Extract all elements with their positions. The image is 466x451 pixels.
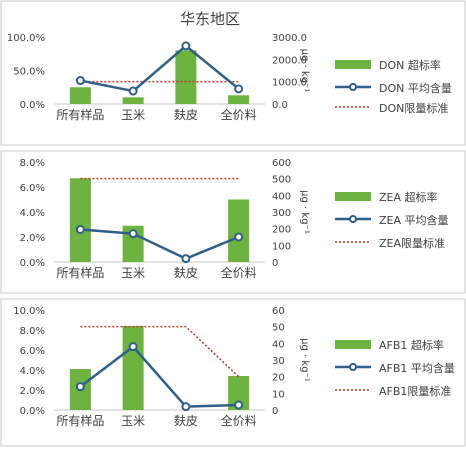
y-left-tick-label: 0.0% <box>20 100 45 111</box>
y-left-tick-label: 8.0% <box>20 158 45 169</box>
panel-border <box>0 0 466 146</box>
y-right-tick-label: 400 <box>272 191 291 202</box>
y-right-axis-label: μg · kg⁻¹ <box>299 190 310 234</box>
y-left-tick-label: 50.0% <box>13 67 45 78</box>
bar-4 <box>228 376 250 410</box>
average-point-2 <box>128 342 138 352</box>
bar-2 <box>122 97 144 104</box>
legend-line-label: ZEA 平均含量 <box>379 213 449 227</box>
y-right-tick-label: 100 <box>272 241 291 252</box>
average-point-4 <box>234 232 244 242</box>
average-point-1 <box>75 76 85 86</box>
y-right-tick-label: 2000.0 <box>272 55 307 66</box>
legend-bar-swatch <box>335 60 371 69</box>
x-tick-label: 麸皮 <box>174 266 198 280</box>
bar-1 <box>69 87 91 104</box>
y-right-tick-label: 300 <box>272 208 291 219</box>
legend-limit-label: DON限量标准 <box>379 101 448 115</box>
average-point-2 <box>128 86 138 96</box>
y-left-tick-label: 0.0% <box>20 406 45 417</box>
panel-border <box>0 150 466 294</box>
legend-limit-label: ZEA限量标准 <box>379 236 445 250</box>
y-right-tick-label: 40 <box>272 339 285 350</box>
y-left-tick-label: 2.0% <box>20 386 45 397</box>
y-right-tick-label: 500 <box>272 175 291 186</box>
y-left-tick-label: 0.0% <box>20 258 45 269</box>
chart-panel-2: 0.0% 2.0% 4.0% 6.0% 8.0% 0 100 200 300 400 500 600 μ… <box>0 150 466 294</box>
legend-line-marker <box>349 363 357 371</box>
y-right-tick-label: 3000.0 <box>272 33 307 44</box>
x-tick-label: 玉米 <box>121 108 145 122</box>
x-tick-label: 全价料 <box>221 265 257 280</box>
average-line <box>80 44 240 93</box>
y-right-tick-label: 10 <box>272 389 285 400</box>
y-left-tick-label: 4.0% <box>20 366 45 377</box>
legend-bar-swatch <box>335 340 371 349</box>
y-right-tick-label: 50 <box>272 323 285 334</box>
average-point-4 <box>234 400 244 410</box>
legend-line-marker <box>349 215 357 223</box>
average-line <box>79 344 239 408</box>
limit-line <box>80 325 240 378</box>
x-tick-label: 所有样品 <box>56 413 104 428</box>
y-right-tick-label: 200 <box>272 225 291 236</box>
legend-line-label: AFB1 平均含量 <box>379 361 455 375</box>
legend-line-marker <box>349 83 357 91</box>
y-right-axis-label: μg · kg⁻¹ <box>299 49 310 93</box>
average-point-3 <box>181 402 191 412</box>
bar-1 <box>69 178 91 262</box>
bar-4 <box>228 199 250 262</box>
legend-line-label: DON 平均含量 <box>379 81 452 95</box>
legend-bar-label: ZEA 超标率 <box>379 190 438 204</box>
average-point-3 <box>181 254 191 264</box>
average-line <box>80 228 240 261</box>
average-point-3 <box>181 41 191 51</box>
x-tick-label: 麸皮 <box>174 414 198 428</box>
legend-limit-label: AFB1限量标准 <box>379 384 451 398</box>
y-right-axis-label: μg · kg⁻¹ <box>299 338 310 382</box>
average-point-2 <box>128 229 138 239</box>
x-tick-label: 玉米 <box>121 414 145 428</box>
legend-bar-label: DON 超标率 <box>379 58 441 72</box>
x-tick-label: 玉米 <box>121 266 145 280</box>
bar-4 <box>228 95 250 104</box>
x-tick-label: 麸皮 <box>174 108 198 122</box>
legend-bar-label: AFB1 超标率 <box>379 338 444 352</box>
x-tick-label: 所有样品 <box>56 107 104 122</box>
bar-3 <box>175 50 197 104</box>
legend-bar-swatch <box>335 192 371 201</box>
average-point-1 <box>75 225 85 234</box>
y-right-tick-label: 0 <box>272 406 278 417</box>
y-right-tick-label: 20 <box>272 373 285 384</box>
y-left-tick-label: 4.0% <box>20 208 45 219</box>
y-right-tick-label: 30 <box>272 356 285 367</box>
y-left-tick-label: 10.0% <box>13 306 45 317</box>
x-tick-label: 全价料 <box>221 107 257 122</box>
chart-panel-3: 0.0% 2.0% 4.0% 6.0% 8.0% 10.0% 0 10 20 30 40 50 60 μg… <box>0 298 466 447</box>
y-right-tick-label: 1000.0 <box>272 78 307 89</box>
y-right-tick-label: 0 <box>272 258 278 269</box>
bar-2 <box>122 326 144 410</box>
average-point-1 <box>75 382 85 392</box>
chart-panel-1: 华东地区 0.0% 50.0% 100.0% 0.0 1000.0 2000.0 3000.0… <box>0 0 466 146</box>
average-point-4 <box>234 84 244 94</box>
y-left-tick-label: 6.0% <box>20 346 45 357</box>
panel-border <box>0 298 466 447</box>
y-right-tick-label: 0.0 <box>272 100 288 111</box>
y-left-tick-label: 8.0% <box>20 326 45 337</box>
y-right-tick-label: 600 <box>272 158 291 169</box>
y-left-tick-label: 100.0% <box>7 33 45 44</box>
y-left-tick-label: 6.0% <box>20 183 45 194</box>
y-right-tick-label: 60 <box>272 306 285 317</box>
x-tick-label: 全价料 <box>221 413 257 428</box>
y-left-tick-label: 2.0% <box>20 233 45 244</box>
x-tick-label: 所有样品 <box>56 265 104 280</box>
chart-title: 华东地区 <box>180 10 240 28</box>
